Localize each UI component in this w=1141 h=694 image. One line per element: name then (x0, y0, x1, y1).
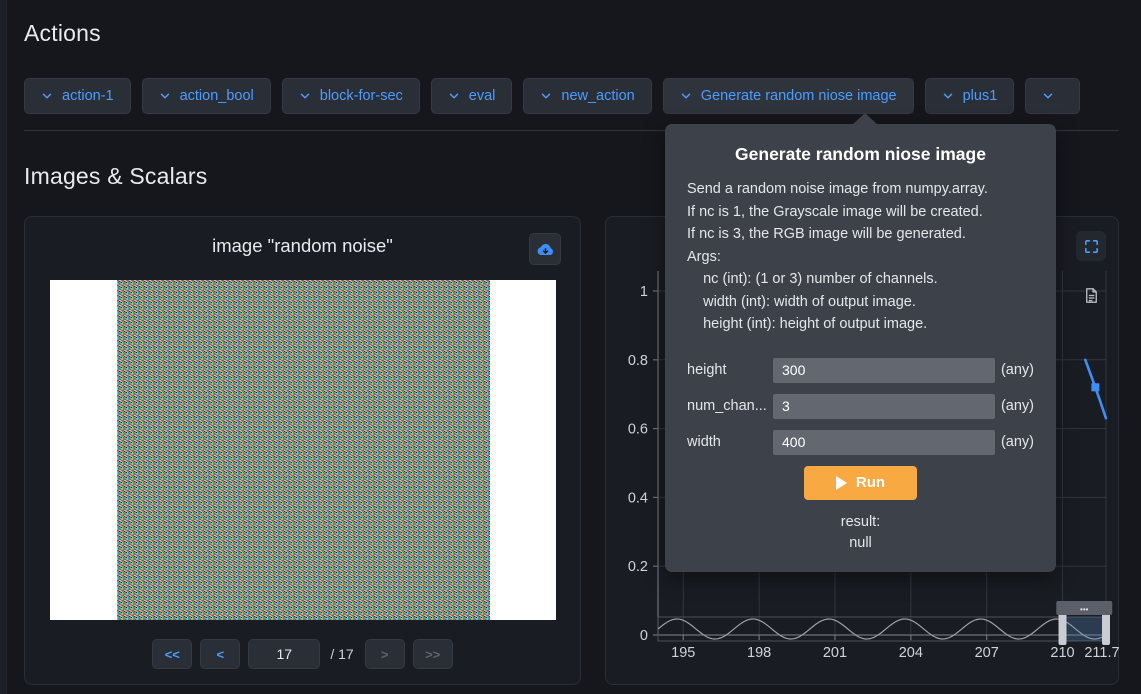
pager-last-button[interactable]: >> (412, 639, 453, 669)
run-button[interactable]: Run (804, 465, 917, 500)
run-button-label: Run (855, 474, 886, 491)
arg-label: num_chan... (687, 398, 767, 414)
arg-input[interactable] (773, 357, 995, 383)
arg-type-hint: (any) (1000, 398, 1034, 414)
svg-text:195: 195 (671, 645, 695, 661)
popup-arrow (852, 113, 878, 125)
action-button-label: Generate random niose image (700, 88, 897, 104)
arg-row-num-chan-: num_chan... (any) (687, 393, 1034, 419)
popup-docstring: Send a random noise image from numpy.arr… (687, 181, 988, 332)
action-popup-panel: Generate random niose image Send a rando… (665, 124, 1056, 572)
section-divider (24, 130, 1119, 131)
cloud-download-icon[interactable] (529, 233, 561, 265)
action-button-label: plus1 (962, 88, 998, 104)
popup-title: Generate random niose image (735, 144, 986, 164)
actions-toolbar: action-1 action_bool block-for-sec eval new_… (24, 78, 1141, 114)
svg-text:198: 198 (747, 645, 771, 661)
pager-next-button[interactable]: > (364, 639, 405, 669)
image-card-header: image "random noise" (25, 217, 580, 275)
action-button-action-bool[interactable]: action_bool (141, 78, 271, 114)
action-button-plus1[interactable]: plus1 (924, 78, 1015, 114)
action-button-label: eval (468, 88, 496, 104)
action-button-label: new_action (561, 88, 635, 104)
action-button-new-action[interactable]: new_action (523, 78, 652, 114)
left-rail (0, 0, 7, 694)
pager-total-label: / 17 (330, 646, 354, 662)
action-button-label: block-for-sec (319, 88, 403, 104)
random-noise-image (50, 280, 556, 620)
svg-text:211.72: 211.72 (1084, 645, 1120, 661)
chevron-down-icon (448, 90, 460, 102)
arg-row-width: width (any) (687, 429, 1034, 455)
image-card: image "random noise" << < / 17 > >> (24, 216, 581, 685)
chevron-down-icon (299, 90, 311, 102)
action-button-block-for-sec[interactable]: block-for-sec (281, 78, 420, 114)
svg-text:207: 207 (975, 645, 999, 661)
chart-toolbar-top (1076, 231, 1106, 261)
image-card-title: image "random noise" (212, 235, 393, 256)
arg-type-hint: (any) (1000, 362, 1034, 378)
svg-text:0.2: 0.2 (628, 559, 648, 575)
image-pager: << < / 17 > >> (25, 639, 580, 669)
svg-text:0: 0 (640, 628, 648, 644)
chevron-down-icon (159, 90, 171, 102)
arg-label: height (687, 362, 727, 378)
action-button-generate-random-niose-image[interactable]: Generate random niose image (662, 78, 914, 114)
actions-section-title: Actions (24, 20, 101, 46)
svg-text:0.4: 0.4 (628, 490, 648, 506)
fullscreen-icon[interactable] (1076, 231, 1106, 261)
action-button-label: action_bool (179, 88, 254, 104)
images-section-title: Images & Scalars (24, 163, 208, 189)
action-button-eval[interactable]: eval (430, 78, 513, 114)
arg-label: width (687, 434, 721, 450)
result-value: null (849, 534, 872, 551)
arg-input[interactable] (773, 429, 995, 455)
chevron-down-icon (680, 90, 692, 102)
chevron-down-icon (540, 90, 552, 102)
arg-row-height: height (any) (687, 357, 1034, 383)
svg-text:201: 201 (823, 645, 847, 661)
pager-first-button[interactable]: << (152, 639, 193, 669)
popup-arg-form: height (any) num_chan... (any) width (any) (687, 357, 1034, 455)
arg-type-hint: (any) (1000, 434, 1034, 450)
svg-text:210: 210 (1050, 645, 1074, 661)
action-button-overflow[interactable] (1025, 78, 1081, 114)
action-button-action-1[interactable]: action-1 (24, 78, 131, 114)
action-button-label: action-1 (62, 88, 114, 104)
result-block: result: null (687, 512, 1034, 554)
pager-index-input[interactable] (248, 639, 321, 669)
result-label: result: (840, 513, 881, 530)
svg-text:0.8: 0.8 (628, 353, 648, 369)
svg-text:•••: ••• (1080, 605, 1089, 614)
pager-prev-button[interactable]: < (200, 639, 241, 669)
play-triangle-icon (835, 475, 847, 490)
chevron-down-icon (1042, 90, 1054, 102)
svg-text:204: 204 (899, 645, 923, 661)
chevron-down-icon (942, 90, 954, 102)
data-view-icon[interactable] (1076, 280, 1106, 310)
chevron-down-icon (41, 90, 53, 102)
svg-text:0.6: 0.6 (628, 422, 648, 438)
svg-text:1: 1 (640, 284, 648, 300)
noise-bitmap (116, 280, 490, 620)
arg-input[interactable] (773, 393, 995, 419)
